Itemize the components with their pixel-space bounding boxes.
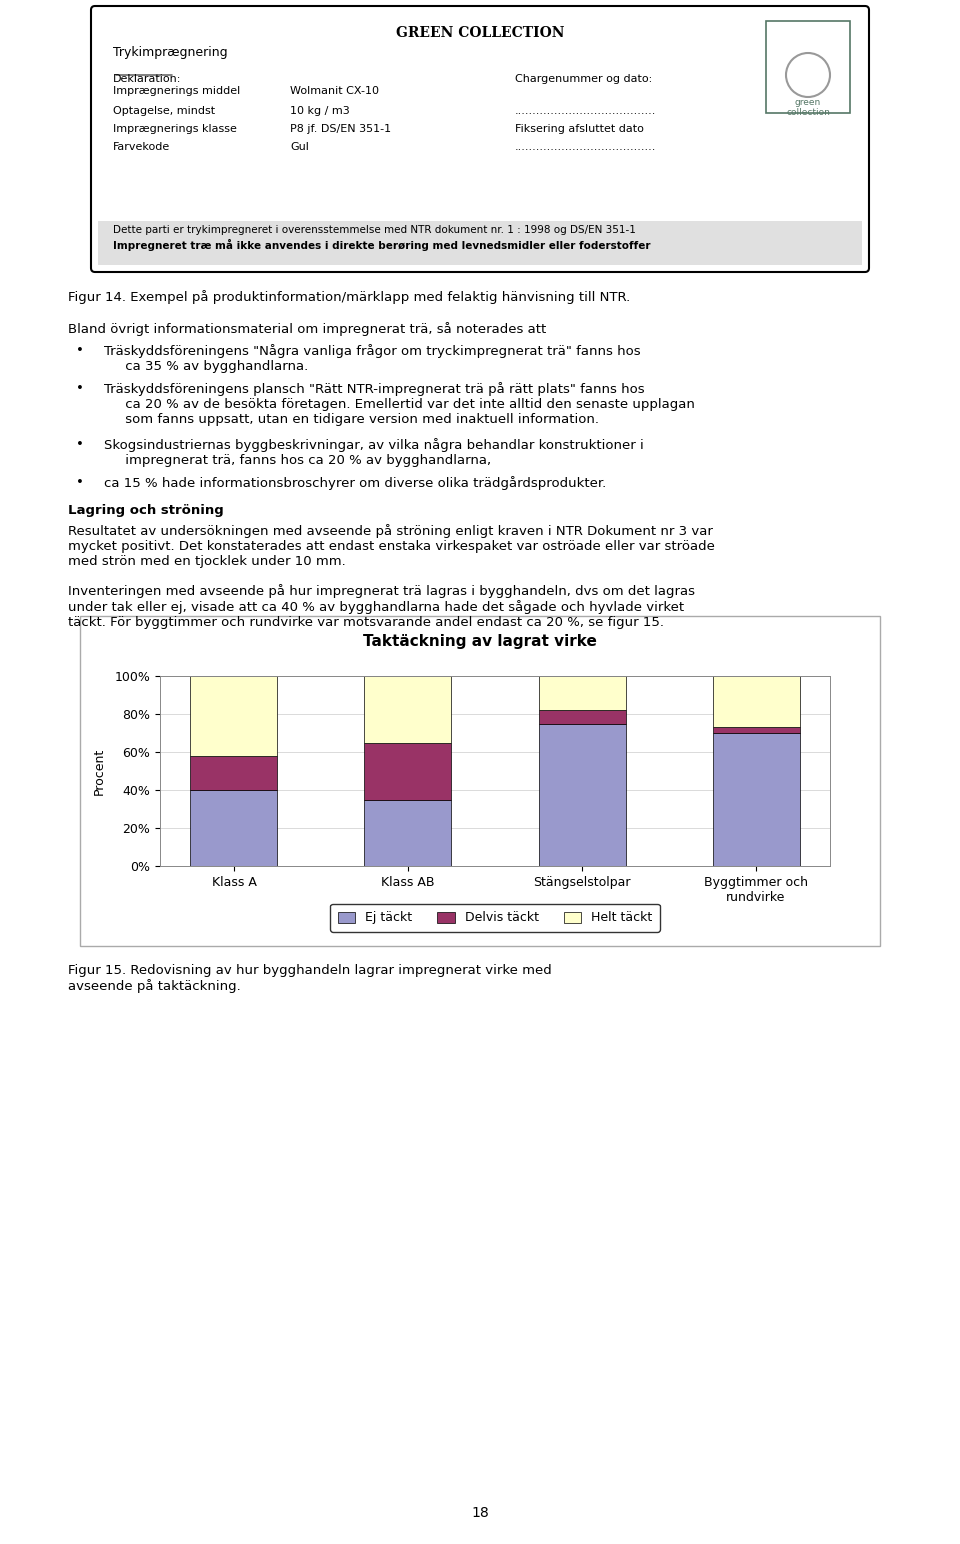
- Legend: Ej täckt, Delvis täckt, Helt täckt: Ej täckt, Delvis täckt, Helt täckt: [330, 903, 660, 933]
- Text: Fiksering afsluttet dato: Fiksering afsluttet dato: [515, 124, 644, 134]
- Bar: [365, 743, 451, 800]
- Text: Trykimprægnering: Trykimprægnering: [113, 46, 228, 59]
- FancyBboxPatch shape: [80, 616, 880, 946]
- Text: P8 jf. DS/EN 351-1: P8 jf. DS/EN 351-1: [290, 124, 391, 134]
- Text: Resultatet av undersökningen med avseende på ströning enligt kraven i NTR Dokume: Resultatet av undersökningen med avseend…: [68, 523, 715, 568]
- Text: GREEN COLLECTION: GREEN COLLECTION: [396, 26, 564, 40]
- Text: •: •: [76, 476, 84, 489]
- Text: Farvekode: Farvekode: [113, 142, 170, 151]
- Text: Träskyddsföreningens plansch "Rätt NTR-impregnerat trä på rätt plats" fanns hos
: Träskyddsföreningens plansch "Rätt NTR-i…: [104, 381, 695, 426]
- Text: Lagring och ströning: Lagring och ströning: [68, 503, 224, 517]
- Text: 10 kg / m3: 10 kg / m3: [290, 107, 349, 116]
- Text: .......................................: .......................................: [515, 142, 657, 151]
- FancyBboxPatch shape: [766, 22, 850, 113]
- Bar: [190, 791, 277, 866]
- Text: Gul: Gul: [290, 142, 309, 151]
- Text: Figur 15. Redovisning av hur bygghandeln lagrar impregnerat virke med
avseende p: Figur 15. Redovisning av hur bygghandeln…: [68, 963, 552, 993]
- Bar: [539, 676, 626, 710]
- Text: Wolmanit CX-10: Wolmanit CX-10: [290, 86, 379, 96]
- FancyBboxPatch shape: [91, 6, 869, 272]
- Text: Dette parti er trykimpregneret i overensstemmelse med NTR dokument nr. 1 : 1998 : Dette parti er trykimpregneret i overens…: [113, 225, 636, 235]
- Text: 18: 18: [471, 1505, 489, 1519]
- Bar: [712, 727, 800, 733]
- Bar: [365, 800, 451, 866]
- Bar: [190, 676, 277, 757]
- Text: Skogsindustriernas byggbeskrivningar, av vilka några behandlar konstruktioner i
: Skogsindustriernas byggbeskrivningar, av…: [104, 438, 644, 466]
- Text: .......................................: .......................................: [515, 107, 657, 116]
- Text: Träskyddsföreningens "Några vanliga frågor om tryckimpregnerat trä" fanns hos
  : Träskyddsföreningens "Några vanliga fråg…: [104, 344, 640, 374]
- Bar: [539, 724, 626, 866]
- Text: Chargenummer og dato:: Chargenummer og dato:: [515, 74, 652, 83]
- Text: ca 15 % hade informationsbroschyrer om diverse olika trädgårdsprodukter.: ca 15 % hade informationsbroschyrer om d…: [104, 476, 607, 489]
- Text: Impregneret træ må ikke anvendes i direkte berøring med levnedsmidler eller fode: Impregneret træ må ikke anvendes i direk…: [113, 239, 651, 252]
- Text: Imprægnerings klasse: Imprægnerings klasse: [113, 124, 237, 134]
- Text: Deklaration:: Deklaration:: [113, 74, 181, 83]
- Bar: [712, 733, 800, 866]
- Text: •: •: [76, 344, 84, 357]
- Text: green
collection: green collection: [786, 97, 830, 117]
- Bar: [190, 757, 277, 791]
- Bar: [365, 676, 451, 743]
- Text: Figur 14. Exempel på produktinformation/märklapp med felaktig hänvisning till NT: Figur 14. Exempel på produktinformation/…: [68, 290, 631, 304]
- Text: Optagelse, mindst: Optagelse, mindst: [113, 107, 215, 116]
- Text: Taktäckning av lagrat virke: Taktäckning av lagrat virke: [363, 635, 597, 648]
- FancyBboxPatch shape: [98, 221, 862, 266]
- Y-axis label: Procent: Procent: [93, 747, 106, 795]
- Text: Bland övrigt informationsmaterial om impregnerat trä, så noterades att: Bland övrigt informationsmaterial om imp…: [68, 323, 546, 337]
- Bar: [712, 676, 800, 727]
- Text: Inventeringen med avseende på hur impregnerat trä lagras i bygghandeln, dvs om d: Inventeringen med avseende på hur impreg…: [68, 584, 695, 628]
- Text: •: •: [76, 438, 84, 451]
- Text: Imprægnerings middel: Imprægnerings middel: [113, 86, 240, 96]
- Bar: [539, 710, 626, 724]
- Text: •: •: [76, 381, 84, 395]
